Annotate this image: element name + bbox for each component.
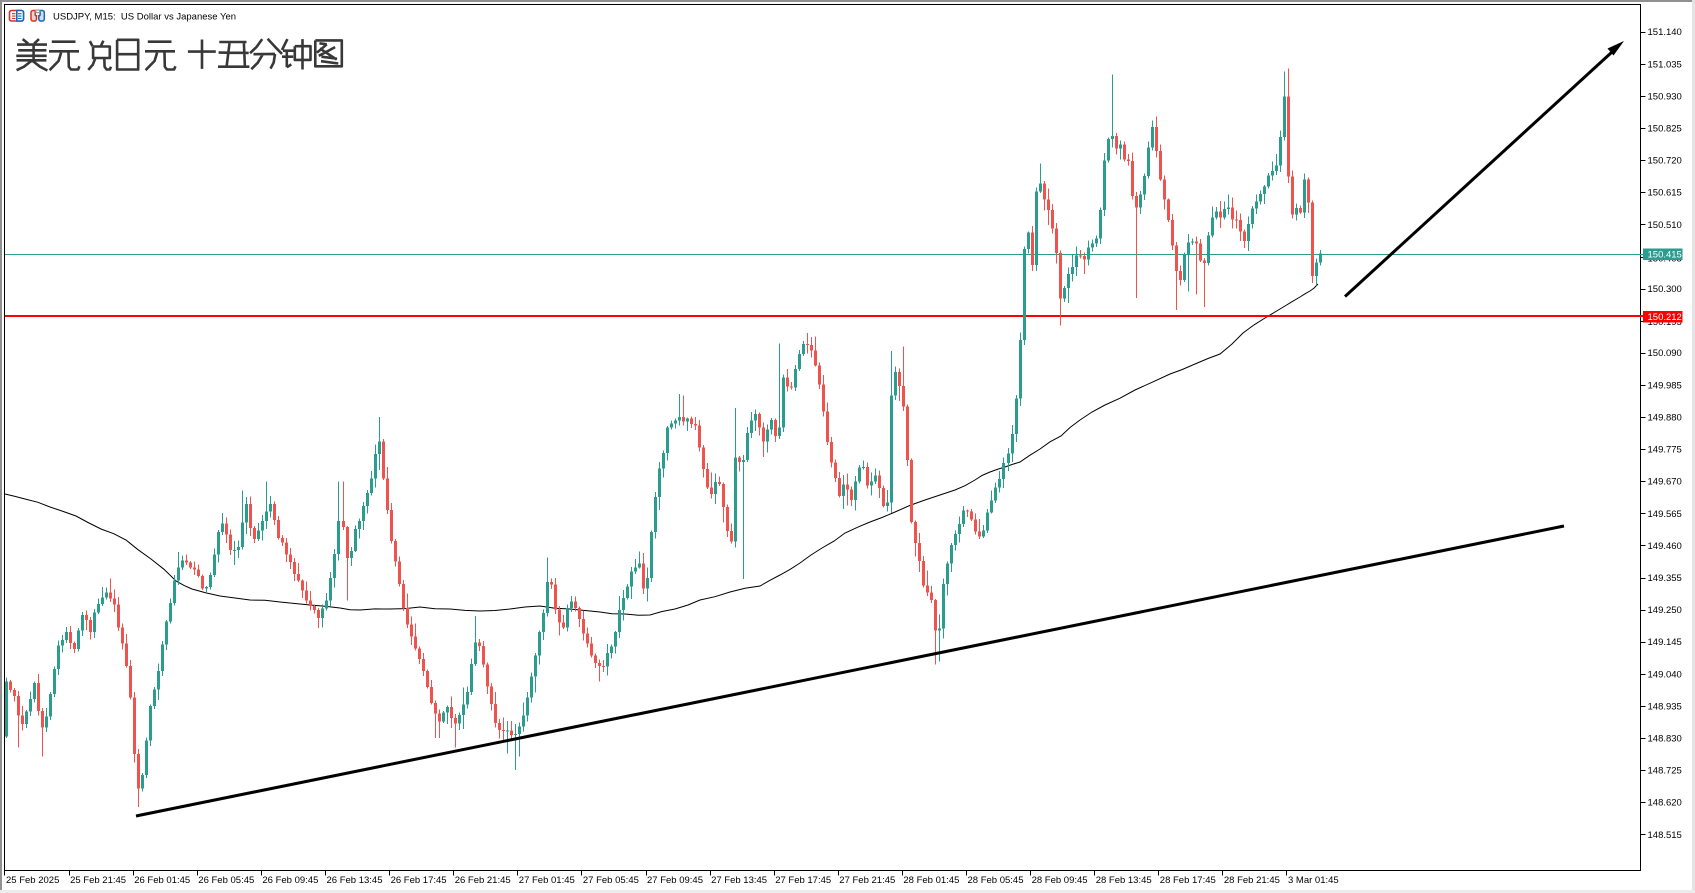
svg-text:148.830: 148.830 bbox=[1648, 734, 1682, 745]
svg-text:150.212: 150.212 bbox=[1648, 312, 1682, 323]
svg-text:149.040: 149.040 bbox=[1648, 669, 1682, 680]
svg-text:148.935: 148.935 bbox=[1648, 701, 1682, 712]
svg-text:27 Feb 05:45: 27 Feb 05:45 bbox=[583, 875, 639, 886]
svg-text:28 Feb 01:45: 28 Feb 01:45 bbox=[903, 875, 959, 886]
svg-text:150.415: 150.415 bbox=[1648, 250, 1682, 261]
svg-text:149.460: 149.460 bbox=[1648, 541, 1682, 552]
svg-text:149.145: 149.145 bbox=[1648, 637, 1682, 648]
svg-text:26 Feb 13:45: 26 Feb 13:45 bbox=[327, 875, 383, 886]
svg-text:150.930: 150.930 bbox=[1648, 91, 1682, 102]
svg-text:27 Feb 17:45: 27 Feb 17:45 bbox=[775, 875, 831, 886]
svg-text:26 Feb 21:45: 26 Feb 21:45 bbox=[455, 875, 511, 886]
svg-text:26 Feb 17:45: 26 Feb 17:45 bbox=[391, 875, 447, 886]
svg-text:150.090: 150.090 bbox=[1648, 348, 1682, 359]
svg-text:27 Feb 21:45: 27 Feb 21:45 bbox=[839, 875, 895, 886]
svg-text:150.720: 150.720 bbox=[1648, 156, 1682, 167]
svg-text:26 Feb 05:45: 26 Feb 05:45 bbox=[198, 875, 254, 886]
svg-text:150.615: 150.615 bbox=[1648, 188, 1682, 199]
svg-text:148.515: 148.515 bbox=[1648, 830, 1682, 841]
svg-text:26 Feb 01:45: 26 Feb 01:45 bbox=[134, 875, 190, 886]
svg-text:150.510: 150.510 bbox=[1648, 220, 1682, 231]
svg-text:28 Feb 17:45: 28 Feb 17:45 bbox=[1160, 875, 1216, 886]
svg-text:28 Feb 05:45: 28 Feb 05:45 bbox=[968, 875, 1024, 886]
svg-text:28 Feb 21:45: 28 Feb 21:45 bbox=[1224, 875, 1280, 886]
svg-text:27 Feb 13:45: 27 Feb 13:45 bbox=[711, 875, 767, 886]
svg-text:149.355: 149.355 bbox=[1648, 573, 1682, 584]
svg-text:148.725: 148.725 bbox=[1648, 766, 1682, 777]
svg-text:27 Feb 01:45: 27 Feb 01:45 bbox=[519, 875, 575, 886]
svg-text:149.985: 149.985 bbox=[1648, 380, 1682, 391]
svg-text:USDJPY, M15: US Dollar vs Jap: USDJPY, M15: US Dollar vs Japanese Yen bbox=[53, 12, 236, 23]
svg-text:149.250: 149.250 bbox=[1648, 605, 1682, 616]
svg-text:28 Feb 09:45: 28 Feb 09:45 bbox=[1032, 875, 1088, 886]
svg-text:148.620: 148.620 bbox=[1648, 798, 1682, 809]
svg-text:149.670: 149.670 bbox=[1648, 477, 1682, 488]
svg-text:27 Feb 09:45: 27 Feb 09:45 bbox=[647, 875, 703, 886]
svg-text:151.035: 151.035 bbox=[1648, 59, 1682, 70]
svg-text:149.880: 149.880 bbox=[1648, 412, 1682, 423]
svg-text:149.565: 149.565 bbox=[1648, 509, 1682, 520]
svg-text:150.825: 150.825 bbox=[1648, 124, 1682, 135]
svg-text:149.775: 149.775 bbox=[1648, 445, 1682, 456]
svg-text:150.300: 150.300 bbox=[1648, 284, 1682, 295]
svg-text:28 Feb 13:45: 28 Feb 13:45 bbox=[1096, 875, 1152, 886]
svg-text:3 Mar 01:45: 3 Mar 01:45 bbox=[1288, 875, 1339, 886]
svg-text:25 Feb 21:45: 25 Feb 21:45 bbox=[70, 875, 126, 886]
svg-text:25 Feb 2025: 25 Feb 2025 bbox=[6, 875, 59, 886]
svg-text:26 Feb 09:45: 26 Feb 09:45 bbox=[262, 875, 318, 886]
svg-text:151.140: 151.140 bbox=[1648, 27, 1682, 38]
